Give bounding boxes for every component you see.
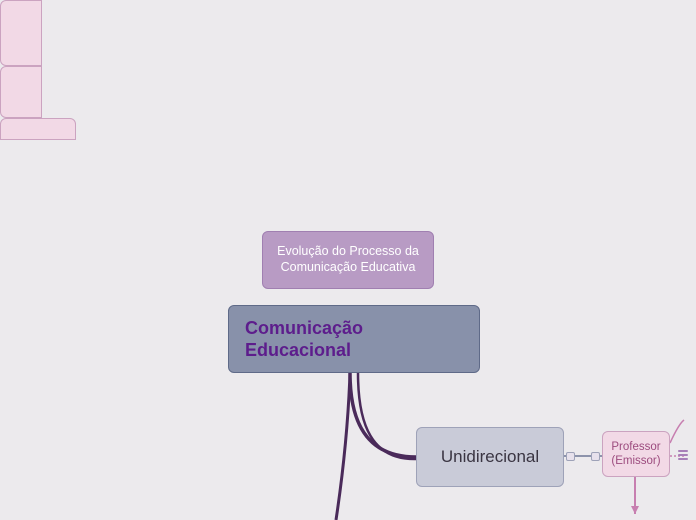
node-evolucao[interactable]: Evolução do Processo da Comunicação Educ… — [262, 231, 434, 289]
connector-port — [591, 452, 600, 461]
node-main-line1: Comunicação — [245, 317, 363, 340]
node-prof-line2: (Emissor) — [611, 454, 660, 468]
notes-icon — [678, 450, 688, 460]
node-prof-line1: Professor — [611, 440, 660, 454]
node-main-line2: Educacional — [245, 339, 363, 362]
connector-port — [566, 452, 575, 461]
node-unidirecional[interactable]: Unidirecional — [416, 427, 564, 487]
node-comunicacao-educacional[interactable]: Comunicação Educacional — [228, 305, 480, 373]
node-partial-right-bottom[interactable] — [0, 66, 42, 118]
node-partial-right-top[interactable] — [0, 0, 42, 66]
node-unidirecional-label: Unidirecional — [441, 446, 539, 467]
node-professor-emissor[interactable]: Professor (Emissor) — [602, 431, 670, 477]
mindmap-canvas[interactable]: Evolução do Processo da Comunicação Educ… — [0, 0, 696, 520]
node-evolucao-label: Evolução do Processo da Comunicação Educ… — [273, 244, 423, 275]
node-partial-bottom[interactable] — [0, 118, 76, 140]
